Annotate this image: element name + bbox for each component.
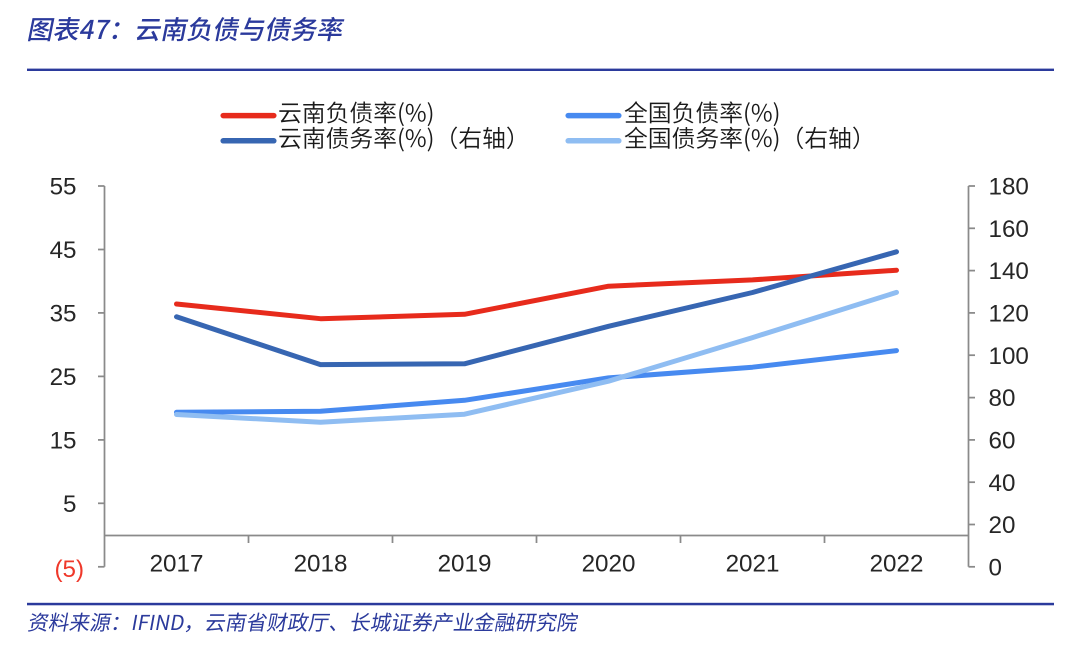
svg-text:2019: 2019 [438,551,492,578]
svg-text:2022: 2022 [870,551,924,578]
svg-text:2020: 2020 [582,551,636,578]
svg-text:120: 120 [989,301,1029,328]
svg-text:100: 100 [989,343,1029,370]
svg-text:20: 20 [989,512,1016,539]
svg-text:5: 5 [63,491,76,518]
svg-text:55: 55 [50,174,77,201]
svg-text:140: 140 [989,258,1029,285]
svg-text:2017: 2017 [150,551,204,578]
svg-text:2021: 2021 [726,551,780,578]
svg-text:25: 25 [50,364,77,391]
svg-text:40: 40 [989,470,1016,497]
svg-text:35: 35 [50,301,77,328]
svg-text:80: 80 [989,385,1016,412]
svg-text:(5): (5) [54,556,84,583]
svg-text:160: 160 [989,216,1029,243]
svg-text:45: 45 [50,237,77,264]
svg-text:60: 60 [989,428,1016,455]
svg-text:15: 15 [50,428,77,455]
svg-text:0: 0 [989,554,1002,581]
svg-text:2018: 2018 [294,551,348,578]
svg-text:180: 180 [989,174,1029,201]
